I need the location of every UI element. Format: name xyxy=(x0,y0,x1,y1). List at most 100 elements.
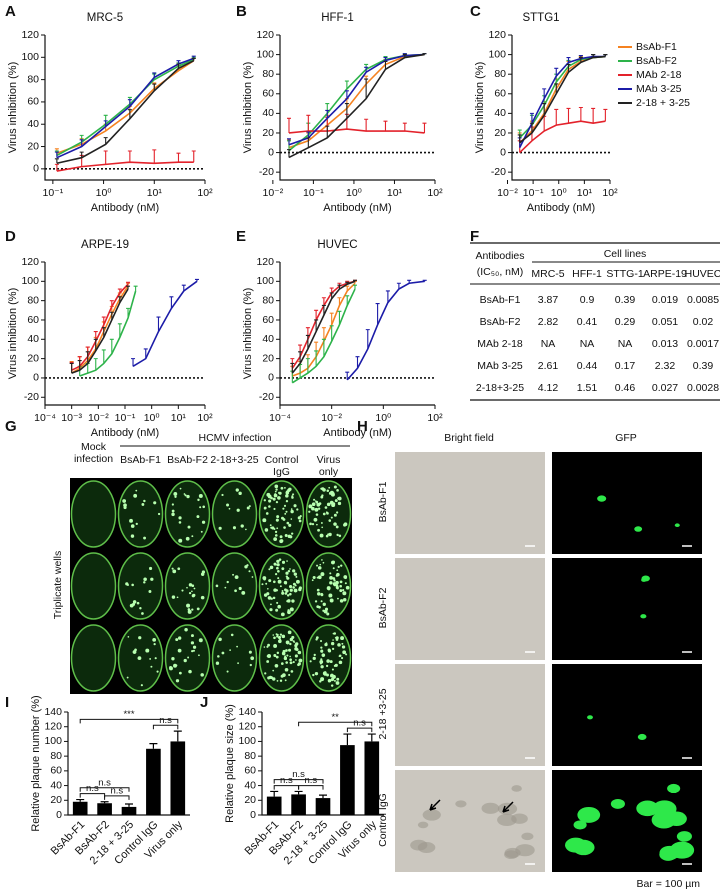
error-bar xyxy=(181,284,186,291)
error-bar xyxy=(383,56,388,61)
error-bar xyxy=(127,99,132,107)
plaque xyxy=(236,645,238,648)
plaque xyxy=(135,489,138,492)
axes xyxy=(511,35,610,181)
plaque xyxy=(274,530,278,534)
plaque xyxy=(281,560,286,564)
y-tick-label: 0 xyxy=(56,809,62,821)
plaque xyxy=(279,585,282,588)
plates-column-label: Mock infection xyxy=(74,441,113,465)
plaque xyxy=(281,567,285,571)
error-bar xyxy=(325,125,330,138)
plaque xyxy=(188,583,193,587)
plaque xyxy=(333,579,336,582)
significance-label: n.s xyxy=(86,783,99,794)
table-column-header: HUVEC xyxy=(685,268,720,280)
plaque xyxy=(269,608,273,612)
plaque xyxy=(263,507,266,510)
plaque xyxy=(284,534,288,538)
plaque xyxy=(321,653,326,657)
x-tick-label: 10⁻⁴ xyxy=(269,412,291,424)
plaque xyxy=(175,679,180,683)
plaque xyxy=(191,584,195,587)
plaque xyxy=(334,499,338,503)
plaque xyxy=(284,486,286,489)
plaque xyxy=(250,656,255,661)
x-tick-label: 10⁻² xyxy=(88,412,109,424)
plaque xyxy=(277,579,282,584)
y-axis-label: Virus inhibition (%) xyxy=(7,288,19,380)
plaque xyxy=(149,658,152,660)
plaque xyxy=(152,637,157,642)
plaque xyxy=(278,558,282,561)
plaque xyxy=(190,641,195,645)
plaque xyxy=(249,663,252,667)
plaque xyxy=(331,668,334,671)
error-bar xyxy=(319,794,327,799)
y-tick-label: 100 xyxy=(238,735,256,747)
table-row-label: BsAb-F2 xyxy=(480,316,521,328)
plaque xyxy=(200,530,203,533)
plaque xyxy=(294,584,297,587)
plaque xyxy=(197,498,200,502)
plaque xyxy=(335,638,339,641)
plaque xyxy=(316,588,320,592)
plaque xyxy=(319,660,324,664)
error-bar xyxy=(152,149,157,164)
plaque-shadow xyxy=(497,802,518,815)
plates-column-label: Virus only xyxy=(317,454,341,478)
error-bar xyxy=(402,122,407,132)
y-tick-label: 0 xyxy=(500,146,506,158)
error-bar xyxy=(69,362,74,374)
plaque xyxy=(329,490,334,495)
plaque xyxy=(276,651,280,655)
plaque xyxy=(271,526,275,530)
panel-letter: E xyxy=(236,228,246,245)
plaque xyxy=(289,661,293,665)
gfp-cell xyxy=(641,575,650,582)
error-bar xyxy=(149,743,158,749)
plaque xyxy=(248,650,252,654)
plaque xyxy=(298,519,302,523)
plaque xyxy=(192,593,196,597)
plaque xyxy=(287,610,291,615)
plaque xyxy=(297,516,301,520)
significance-label: ** xyxy=(331,712,339,723)
error-bar xyxy=(367,733,376,742)
plaque xyxy=(343,575,348,579)
plaque xyxy=(131,583,134,587)
plaque xyxy=(143,581,146,584)
plaque xyxy=(215,661,220,665)
plaque xyxy=(266,660,270,663)
plaque xyxy=(285,589,289,593)
well xyxy=(211,480,258,548)
error-bar xyxy=(127,150,132,163)
error-bar xyxy=(79,151,84,158)
plaque xyxy=(221,493,224,497)
error-bar xyxy=(365,329,370,349)
error-bar xyxy=(314,350,319,367)
table-row-label: 2-18+3-25 xyxy=(476,382,524,394)
plaque xyxy=(201,520,206,524)
significance-bracket xyxy=(104,795,130,800)
plaque xyxy=(263,646,266,648)
plaque xyxy=(326,673,329,677)
plaque xyxy=(275,608,279,612)
plaque xyxy=(329,660,333,664)
error-bar xyxy=(100,801,109,804)
plaque xyxy=(279,638,282,641)
plaque xyxy=(187,525,191,529)
gfp-image xyxy=(552,558,702,660)
plaque xyxy=(183,493,186,495)
plaque xyxy=(335,525,339,529)
x-tick-label: 10⁻³ xyxy=(61,412,82,424)
plaque xyxy=(289,642,292,646)
plaque xyxy=(283,526,286,529)
plaque xyxy=(274,493,277,496)
error-bar xyxy=(270,790,279,797)
plaque xyxy=(339,580,343,584)
plaque xyxy=(277,569,280,573)
plaque xyxy=(202,505,206,509)
plaque xyxy=(187,609,192,614)
series-line xyxy=(71,285,129,374)
